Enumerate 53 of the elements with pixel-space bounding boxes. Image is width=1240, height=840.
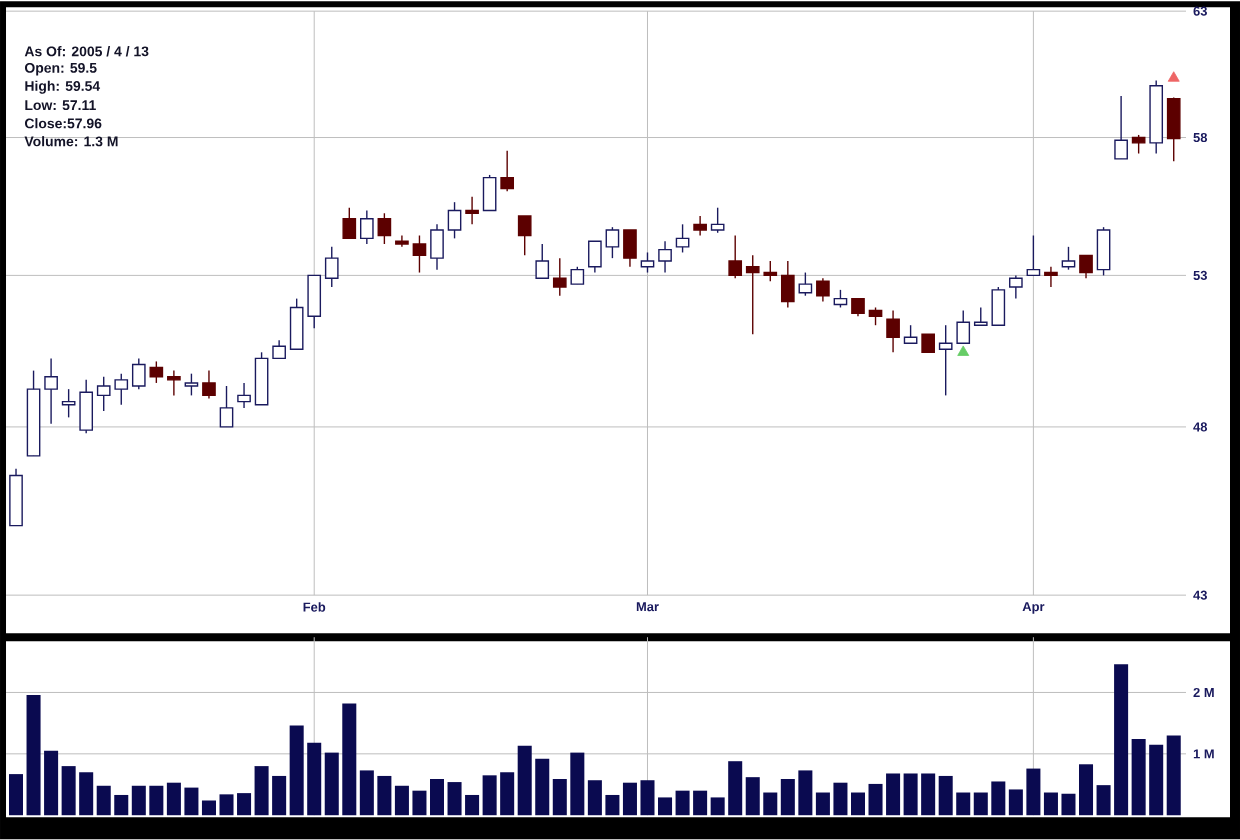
candlestick	[816, 277, 830, 303]
candlestick	[184, 373, 199, 397]
candlestick	[903, 324, 918, 345]
candlestick	[430, 224, 444, 271]
candlestick	[254, 351, 269, 406]
candlestick	[1009, 275, 1023, 300]
candlestick	[1026, 235, 1041, 277]
candlestick	[167, 370, 181, 397]
candlestick	[517, 215, 532, 257]
candlestick	[1061, 246, 1076, 271]
candlestick	[886, 310, 900, 354]
candlestick	[1114, 95, 1128, 160]
candlestick	[1166, 97, 1181, 163]
candlestick	[131, 358, 146, 391]
candlestick	[675, 224, 690, 254]
candlestick	[412, 235, 427, 274]
bar	[9, 774, 24, 816]
candlestick	[342, 207, 357, 240]
candlestick	[1096, 226, 1111, 277]
bar	[1079, 764, 1094, 816]
candlestick	[1131, 134, 1146, 155]
candlestick	[79, 379, 94, 435]
candlestick	[377, 212, 392, 246]
candlestick	[535, 243, 550, 280]
candlestick	[623, 229, 637, 268]
bar	[850, 792, 865, 816]
candlestick	[588, 240, 602, 274]
candlestick	[482, 174, 497, 212]
candlestick	[500, 150, 515, 193]
candlestick	[447, 201, 462, 240]
bar	[1166, 735, 1181, 816]
candlestick	[324, 246, 339, 289]
candlestick	[272, 339, 286, 360]
candlestick	[780, 260, 795, 309]
candlestick	[359, 210, 374, 246]
candlestick	[465, 196, 479, 226]
candlestick	[219, 385, 234, 428]
candlestick	[728, 235, 743, 280]
candlestick	[693, 215, 707, 237]
candlestick	[202, 370, 216, 400]
candlestick	[640, 252, 655, 274]
candlestick	[1044, 266, 1058, 289]
candlestick	[921, 333, 935, 354]
candlestick	[658, 240, 672, 274]
candlestick	[710, 207, 725, 234]
candlestick	[44, 358, 58, 425]
candlestick	[605, 226, 620, 260]
candlestick	[237, 382, 251, 409]
bar	[429, 779, 445, 816]
candlestick	[552, 257, 567, 297]
candlestick	[149, 361, 164, 385]
candlestick	[798, 272, 813, 297]
candlestick	[1079, 255, 1093, 280]
